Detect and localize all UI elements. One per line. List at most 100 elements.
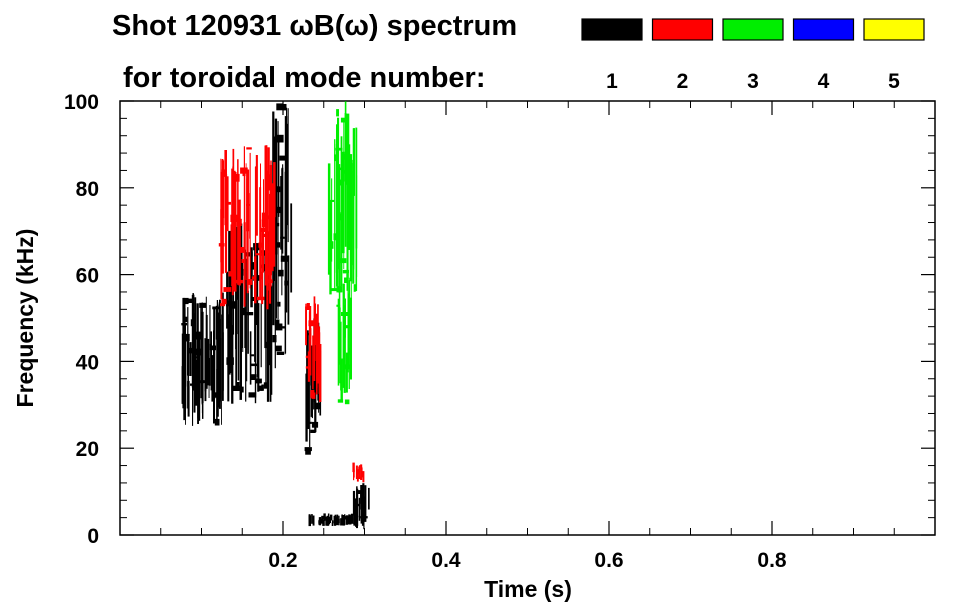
spectrum-blob: [260, 227, 266, 232]
spectrum-strand: [216, 300, 218, 350]
spectrum-blob: [341, 153, 346, 160]
spectrum-blob: [304, 447, 312, 452]
spectrum-blob: [360, 516, 368, 519]
spectrum-blob: [266, 267, 272, 276]
spectrum-strand: [342, 151, 345, 254]
spectrum-strand: [278, 138, 280, 217]
spectrum-blob: [218, 243, 225, 247]
spectrum-strand: [254, 287, 257, 404]
spectrum-blob: [183, 297, 189, 305]
spectrum-strand: [189, 342, 192, 376]
spectrum-blob: [250, 363, 258, 367]
y-axis-label: Frequency (kHz): [12, 229, 38, 408]
spectrum-strand: [327, 163, 331, 275]
spectrum-blob: [274, 319, 280, 327]
spectrum-strand: [281, 169, 283, 296]
spectrum-strand: [290, 203, 293, 293]
spectrum-blob: [209, 343, 212, 351]
spectrum-blob: [257, 296, 265, 301]
spectrum-strand: [312, 515, 315, 526]
spectrum-region-mode-1: [308, 513, 359, 527]
spectrum-strand: [245, 163, 247, 280]
x-tick-label: 0.8: [757, 549, 787, 572]
x-tick-label: 0.2: [268, 549, 297, 572]
spectrum-blob: [188, 298, 194, 303]
spectrum-blob: [340, 173, 345, 179]
spectrum-strand: [286, 123, 289, 226]
spectrum-strand: [306, 338, 308, 391]
spectrum-blob: [251, 276, 255, 280]
spectrum-blob: [344, 277, 348, 283]
spectrum-strand: [338, 518, 340, 524]
spectrum-strand: [267, 155, 269, 291]
spectrum-blob: [347, 347, 351, 355]
y-tick-label: 20: [76, 438, 99, 461]
spectrum-blob: [241, 307, 246, 316]
spectrum-blob: [236, 382, 240, 387]
spectrum-blob: [233, 173, 240, 182]
spectrum-blob: [338, 213, 342, 221]
spectrum-strand: [264, 145, 266, 214]
spectrum-strand: [243, 146, 245, 271]
spectrum-strand: [249, 193, 251, 239]
spectrum-strand: [265, 231, 267, 384]
spectrum-blob: [255, 253, 262, 256]
spectrum-strand: [355, 498, 357, 527]
spectrum-strand: [353, 517, 356, 523]
spectrum-blob: [190, 319, 196, 327]
spectrum-strand: [345, 113, 347, 185]
spectrum-blob: [261, 219, 268, 228]
spectrum-blob: [276, 206, 282, 214]
spectrum-blob: [268, 174, 271, 181]
spectrum-blob: [258, 242, 263, 248]
spectrum-blob: [344, 364, 351, 370]
spectrum-blob: [241, 259, 245, 263]
spectrum-blob: [220, 303, 226, 307]
spectrum-blob: [278, 269, 284, 277]
spectrum-strand: [317, 304, 319, 384]
spectrum-strand: [346, 352, 348, 393]
spectrum-blob: [201, 380, 205, 384]
spectrum-blob: [275, 323, 283, 331]
spectrum-strand: [194, 298, 196, 366]
spectrum-blob: [221, 298, 227, 305]
spectrum-strand: [221, 314, 222, 425]
y-tick-label: 80: [76, 178, 99, 201]
spectrum-region-mode-3: [336, 276, 352, 405]
spectrum-blob: [196, 380, 204, 384]
spectrum-blob: [329, 199, 335, 202]
legend-label-mode-4: 4: [818, 70, 830, 93]
spectrum-strand: [349, 517, 352, 525]
spectrum-strand: [218, 318, 221, 402]
spectrum-blob: [211, 383, 214, 390]
spectrum-strand: [349, 154, 353, 282]
spectrum-strand: [206, 338, 210, 386]
spectrum-strand: [360, 490, 361, 504]
spectrum-blob: [346, 273, 349, 280]
spectrum-blob: [246, 203, 251, 206]
spectrum-strand: [361, 497, 364, 519]
spectrum-strand: [282, 164, 284, 237]
spectrum-blob: [353, 284, 356, 292]
spectrum-strand: [192, 294, 195, 388]
spectrum-strand: [246, 258, 248, 382]
spectrum-blob: [261, 212, 268, 221]
spectrum-blob: [235, 279, 244, 284]
spectrum-blob: [250, 374, 257, 380]
spectrum-blob: [267, 279, 273, 284]
spectrum-strand: [308, 311, 311, 358]
plot-area: 0.2 0.4 0.6 0.8 0 20 40 60 80 100: [64, 91, 936, 572]
spectrum-blob: [246, 147, 252, 150]
spectrum-strand: [356, 498, 358, 529]
spectrum-blob: [355, 476, 362, 479]
spectrum-blob: [333, 233, 338, 241]
spectrum-blob: [213, 392, 220, 398]
spectrum-blob: [249, 354, 255, 357]
spectrum-strand: [319, 519, 323, 524]
spectrum-strand: [357, 469, 359, 478]
spectrum-strand: [222, 176, 224, 254]
legend-swatch-mode-3: [722, 18, 784, 41]
legend-label-mode-5: 5: [888, 70, 900, 93]
spectrum-strand: [215, 305, 218, 340]
spectrum-marks: [181, 101, 370, 530]
